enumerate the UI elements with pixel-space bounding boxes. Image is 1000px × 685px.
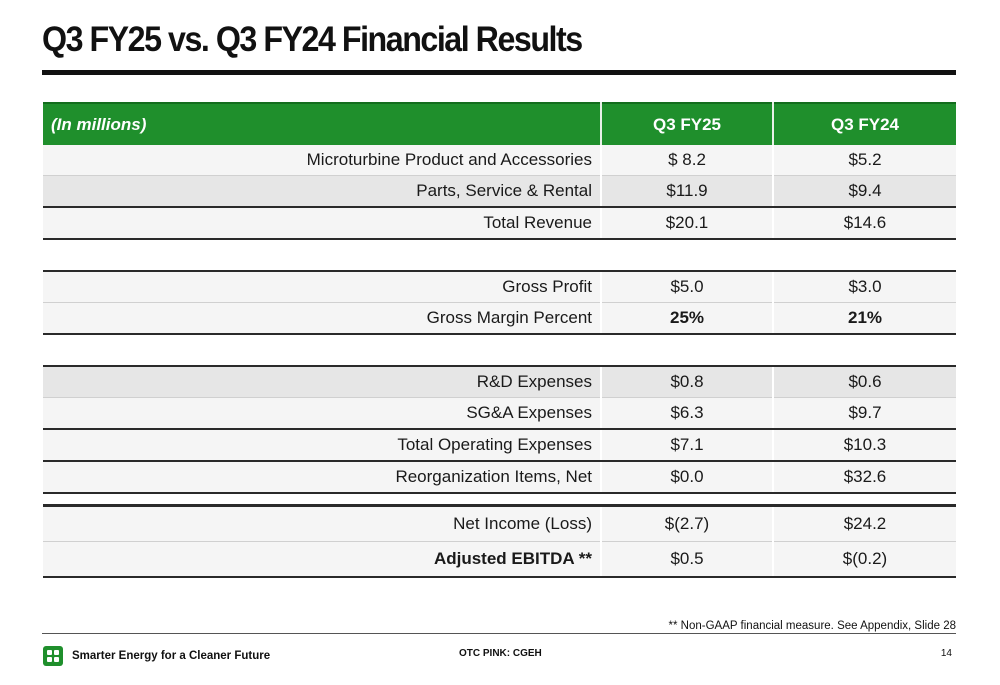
- units-header: (In millions): [43, 102, 602, 145]
- cell-q3-fy25: $0.5: [600, 541, 773, 578]
- page-number: 14: [940, 648, 952, 659]
- table-row: Reorganization Items, Net $0.0 $32.6: [43, 461, 956, 494]
- cell-q3-fy25: $0.8: [600, 366, 773, 398]
- table-row: Microturbine Product and Accessories $ 8…: [43, 145, 956, 176]
- table-row: Gross Margin Percent 25% 21%: [43, 302, 956, 335]
- row-label: Parts, Service & Rental: [43, 175, 601, 208]
- cell-q3-fy24: $24.2: [772, 505, 956, 542]
- row-label: Total Operating Expenses: [43, 429, 601, 462]
- spacer-row: [43, 239, 956, 272]
- footnote: ** Non-GAAP financial measure. See Appen…: [668, 620, 956, 632]
- title-divider: [42, 70, 956, 75]
- footer-tagline: Smarter Energy for a Cleaner Future: [72, 650, 271, 662]
- cell-q3-fy24: $10.3: [772, 429, 956, 462]
- table-row: Adjusted EBITDA ** $0.5 $(0.2): [43, 541, 956, 578]
- row-label: Microturbine Product and Accessories: [43, 145, 601, 176]
- cell-q3-fy25: $7.1: [600, 429, 773, 462]
- cell-q3-fy25: $0.0: [600, 461, 773, 494]
- table-row: Gross Profit $5.0 $3.0: [43, 271, 956, 303]
- row-label: Net Income (Loss): [43, 505, 601, 542]
- row-label: R&D Expenses: [43, 366, 601, 398]
- table-row: SG&A Expenses $6.3 $9.7: [43, 397, 956, 430]
- row-label: Gross Profit: [43, 271, 601, 303]
- column-header-q3-fy25: Q3 FY25: [601, 102, 774, 145]
- table-row: Net Income (Loss) $(2.7) $24.2: [43, 505, 956, 542]
- cell-q3-fy24: $32.6: [772, 461, 956, 494]
- row-label: Reorganization Items, Net: [43, 461, 601, 494]
- row-label: Adjusted EBITDA **: [43, 541, 601, 578]
- slide-title: Q3 FY25 vs. Q3 FY24 Financial Results: [42, 20, 583, 59]
- row-label: Total Revenue: [43, 207, 601, 240]
- footer-divider: [42, 633, 956, 634]
- cell-q3-fy24: $14.6: [772, 207, 956, 240]
- company-logo-icon: [43, 646, 63, 666]
- cell-q3-fy25: $20.1: [600, 207, 773, 240]
- cell-q3-fy25: $(2.7): [600, 505, 773, 542]
- table-row: R&D Expenses $0.8 $0.6: [43, 366, 956, 398]
- cell-q3-fy25: 25%: [600, 302, 773, 335]
- cell-q3-fy25: $ 8.2: [600, 145, 773, 176]
- cell-q3-fy24: $0.6: [772, 366, 956, 398]
- stock-ticker: OTC PINK: CGEH: [459, 648, 542, 659]
- cell-q3-fy24: 21%: [772, 302, 956, 335]
- table-header-row: (In millions) Q3 FY25 Q3 FY24: [43, 102, 956, 145]
- cell-q3-fy25: $11.9: [600, 175, 773, 208]
- row-label: Gross Margin Percent: [43, 302, 601, 335]
- cell-q3-fy24: $5.2: [772, 145, 956, 176]
- spacer-row: [43, 493, 956, 507]
- table-row: Parts, Service & Rental $11.9 $9.4: [43, 175, 956, 208]
- table-row: Total Operating Expenses $7.1 $10.3: [43, 429, 956, 462]
- financial-results-table: (In millions) Q3 FY25 Q3 FY24 Microturbi…: [43, 102, 956, 578]
- table-row: Total Revenue $20.1 $14.6: [43, 207, 956, 240]
- spacer-row: [43, 334, 956, 367]
- column-header-q3-fy24: Q3 FY24: [773, 102, 956, 145]
- cell-q3-fy24: $9.7: [772, 397, 956, 430]
- row-label: SG&A Expenses: [43, 397, 601, 430]
- cell-q3-fy24: $9.4: [772, 175, 956, 208]
- cell-q3-fy25: $6.3: [600, 397, 773, 430]
- cell-q3-fy24: $(0.2): [772, 541, 956, 578]
- cell-q3-fy25: $5.0: [600, 271, 773, 303]
- cell-q3-fy24: $3.0: [772, 271, 956, 303]
